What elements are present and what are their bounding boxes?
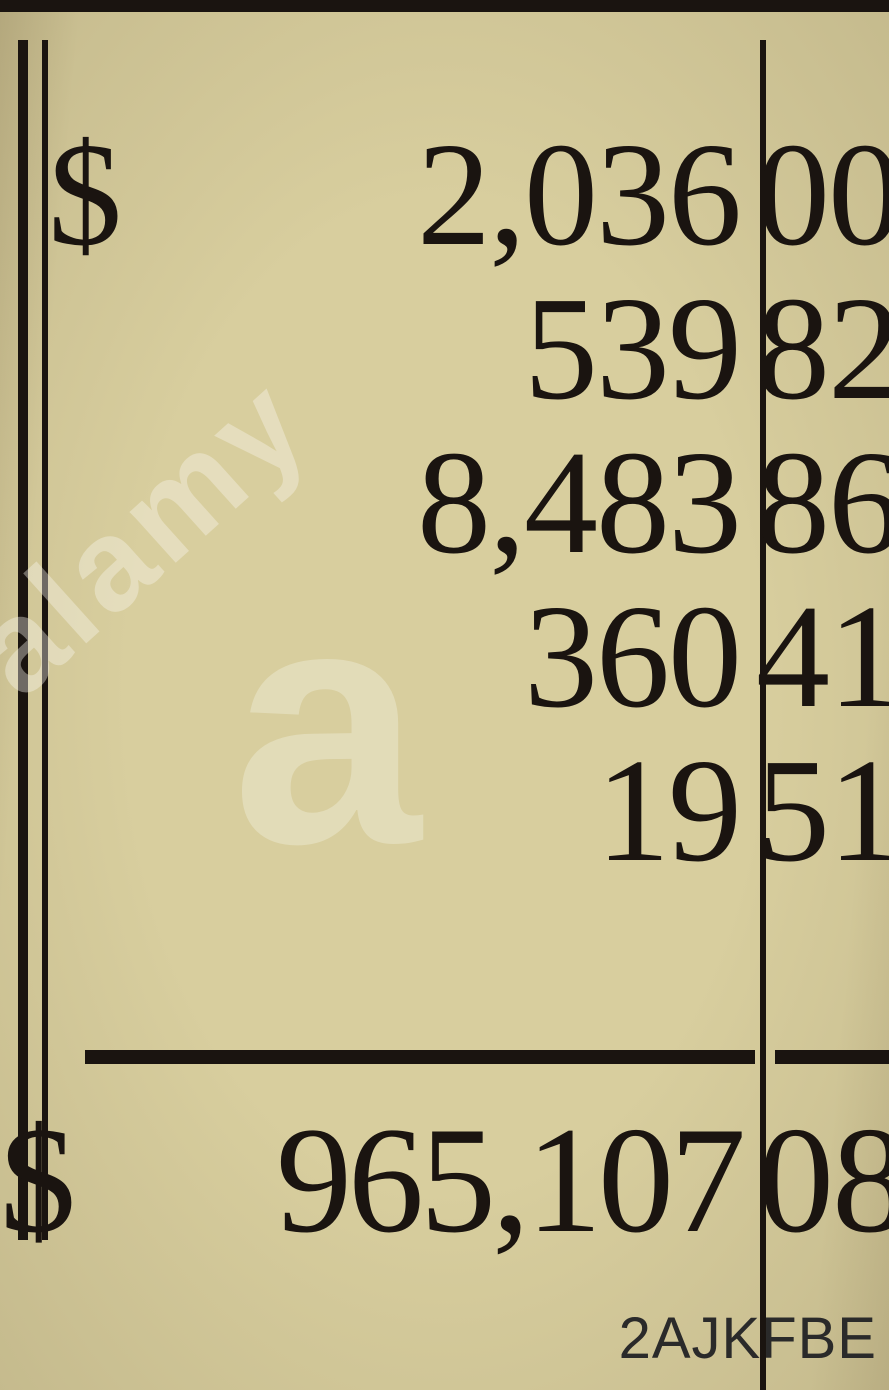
ledger-table: $ 2,036 00 539 82 8,483 86 360 41 19 51 … bbox=[0, 0, 889, 1390]
cents-value: 86 bbox=[754, 426, 889, 580]
total-dollars-value: 965,107 bbox=[80, 1100, 756, 1260]
total-cents-value: 08 bbox=[756, 1100, 889, 1260]
dollars-value: 539 bbox=[138, 272, 754, 426]
ledger-total-row: $ 965,107 08 bbox=[0, 1100, 889, 1260]
dollars-value: 19 bbox=[138, 734, 754, 888]
ledger-row: 8,483 86 bbox=[48, 426, 889, 580]
subtotal-rule-dollars bbox=[85, 1050, 755, 1064]
ledger-row: 360 41 bbox=[48, 580, 889, 734]
left-double-rule-outer bbox=[18, 40, 28, 1240]
ledger-row: $ 2,036 00 bbox=[48, 118, 889, 272]
dollars-value: 8,483 bbox=[138, 426, 754, 580]
ledger-entries: $ 2,036 00 539 82 8,483 86 360 41 19 51 bbox=[48, 118, 889, 888]
ledger-row: 19 51 bbox=[48, 734, 889, 888]
cents-value: 51 bbox=[754, 734, 889, 888]
dollars-value: 360 bbox=[138, 580, 754, 734]
subtotal-rule-cents bbox=[775, 1050, 889, 1064]
dollars-value: 2,036 bbox=[138, 118, 754, 272]
cents-value: 41 bbox=[754, 580, 889, 734]
currency-symbol: $ bbox=[48, 118, 138, 272]
cents-value: 82 bbox=[754, 272, 889, 426]
cents-value: 00 bbox=[754, 118, 889, 272]
ledger-row: 539 82 bbox=[48, 272, 889, 426]
top-horizontal-rule bbox=[0, 0, 889, 12]
currency-symbol: $ bbox=[0, 1100, 80, 1260]
image-id-label: 2AJKFBE bbox=[619, 1305, 877, 1372]
